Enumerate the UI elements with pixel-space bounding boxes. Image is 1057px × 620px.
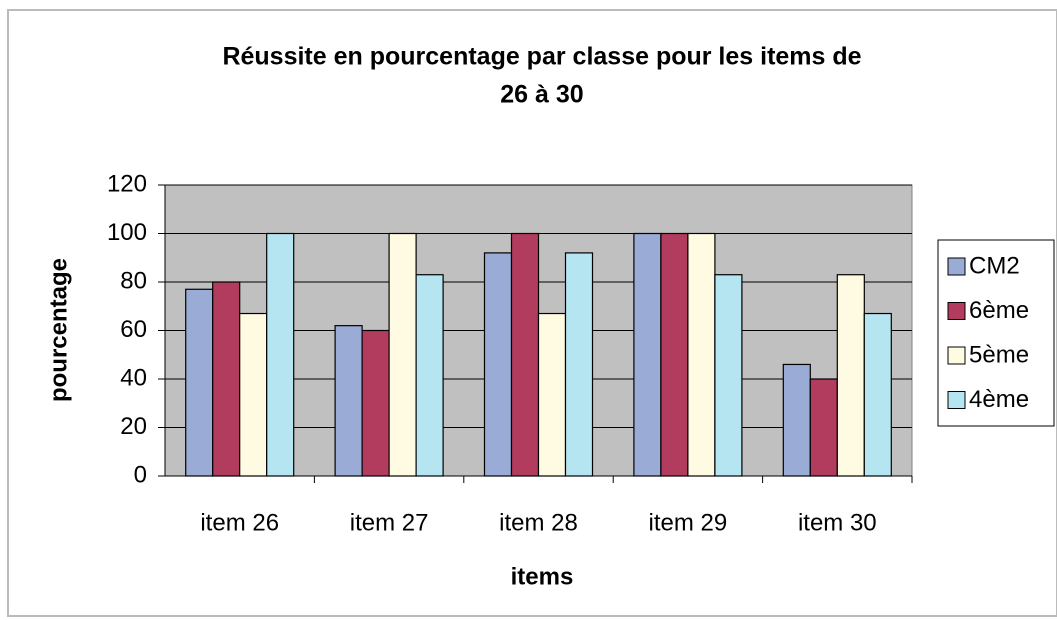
x-tick-label: item 30 (798, 509, 877, 536)
y-tick-label: 0 (134, 461, 147, 488)
bar (362, 331, 389, 477)
y-tick-label: 60 (120, 316, 147, 343)
x-tick-label: item 27 (350, 509, 429, 536)
y-tick-label: 20 (120, 413, 147, 440)
chart-title: 26 à 30 (500, 81, 583, 109)
bar (810, 379, 837, 476)
bar (864, 314, 891, 476)
x-tick-label: item 28 (499, 509, 578, 536)
bar (186, 289, 213, 476)
bar (267, 234, 294, 477)
bar (566, 253, 593, 476)
legend-label: 6ème (969, 297, 1029, 324)
bar (485, 253, 512, 476)
legend-swatch (948, 258, 965, 275)
bar (512, 234, 539, 477)
x-tick-label: item 29 (649, 509, 728, 536)
y-tick-label: 120 (107, 170, 147, 197)
bar (634, 234, 661, 477)
y-tick-label: 80 (120, 267, 147, 294)
y-tick-label: 40 (120, 364, 147, 391)
bar (240, 314, 267, 476)
chart: Réussite en pourcentage par classe pour … (0, 0, 1057, 620)
legend-swatch (948, 392, 965, 409)
y-tick-label: 100 (107, 219, 147, 246)
bar (213, 282, 240, 476)
legend-swatch (948, 347, 965, 364)
bar (783, 364, 810, 476)
legend-swatch (948, 303, 965, 320)
legend-label: 5ème (969, 341, 1029, 368)
bar (661, 234, 688, 477)
x-axis-title: items (511, 563, 574, 590)
x-tick-label: item 26 (200, 509, 279, 536)
bar (335, 326, 362, 476)
legend-label: 4ème (969, 386, 1029, 413)
bar (837, 275, 864, 476)
legend-label: CM2 (969, 252, 1020, 279)
bar (715, 275, 742, 476)
bar (539, 314, 566, 476)
bar (389, 234, 416, 477)
bar (688, 234, 715, 477)
y-axis-title: pourcentage (45, 258, 72, 402)
chart-title: Réussite en pourcentage par classe pour … (222, 43, 861, 71)
bar (416, 275, 443, 476)
